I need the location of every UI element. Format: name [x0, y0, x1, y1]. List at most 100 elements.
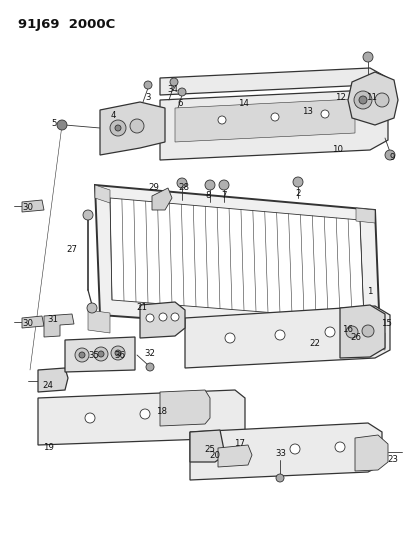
Text: 8: 8	[205, 190, 210, 199]
Text: 11: 11	[366, 93, 377, 101]
Text: 5: 5	[51, 119, 57, 128]
Circle shape	[140, 409, 150, 419]
Polygon shape	[185, 306, 389, 368]
Text: 1: 1	[366, 287, 372, 296]
Circle shape	[204, 180, 214, 190]
Circle shape	[320, 110, 328, 118]
Circle shape	[224, 333, 235, 343]
Circle shape	[57, 120, 67, 130]
Circle shape	[75, 348, 89, 362]
Polygon shape	[100, 102, 165, 155]
Circle shape	[361, 325, 373, 337]
Circle shape	[98, 351, 104, 357]
Text: 6: 6	[177, 99, 182, 108]
Circle shape	[83, 210, 93, 220]
Circle shape	[115, 125, 121, 131]
Text: 25: 25	[204, 446, 215, 455]
Text: 30: 30	[22, 204, 33, 213]
Polygon shape	[22, 316, 44, 328]
Circle shape	[111, 346, 125, 360]
Polygon shape	[347, 72, 397, 125]
Circle shape	[170, 78, 178, 86]
Polygon shape	[354, 435, 387, 471]
Circle shape	[358, 96, 366, 104]
Polygon shape	[175, 99, 354, 142]
Circle shape	[384, 150, 394, 160]
Circle shape	[79, 352, 85, 358]
Text: 13: 13	[302, 108, 313, 117]
Text: 28: 28	[178, 183, 189, 192]
Circle shape	[334, 442, 344, 452]
Circle shape	[146, 363, 154, 371]
Text: 10: 10	[332, 146, 343, 155]
Text: 16: 16	[342, 326, 353, 335]
Polygon shape	[339, 305, 384, 358]
Polygon shape	[159, 68, 387, 95]
Circle shape	[94, 347, 108, 361]
Circle shape	[324, 327, 334, 337]
Text: 35: 35	[88, 351, 99, 360]
Polygon shape	[95, 185, 379, 335]
Circle shape	[85, 413, 95, 423]
Text: 7: 7	[221, 190, 226, 199]
Text: 33: 33	[275, 448, 286, 457]
Polygon shape	[355, 208, 374, 223]
Text: 22: 22	[309, 338, 320, 348]
Circle shape	[171, 313, 178, 321]
Circle shape	[275, 474, 283, 482]
Circle shape	[274, 330, 284, 340]
Text: 27: 27	[66, 246, 77, 254]
Polygon shape	[152, 188, 171, 210]
Polygon shape	[190, 423, 381, 480]
Text: 23: 23	[387, 456, 398, 464]
Text: 26: 26	[350, 333, 361, 342]
Text: 4: 4	[110, 111, 116, 120]
Text: 18: 18	[156, 408, 167, 416]
Text: 2: 2	[294, 189, 300, 198]
Circle shape	[218, 180, 228, 190]
Polygon shape	[38, 368, 68, 392]
Polygon shape	[38, 390, 244, 445]
Text: 32: 32	[144, 349, 155, 358]
Text: 31: 31	[47, 314, 58, 324]
Circle shape	[144, 81, 152, 89]
Polygon shape	[44, 314, 74, 337]
Polygon shape	[65, 337, 135, 372]
Polygon shape	[95, 185, 110, 203]
Text: 15: 15	[380, 319, 392, 328]
Text: 34: 34	[167, 85, 178, 93]
Text: 3: 3	[145, 93, 150, 101]
Polygon shape	[88, 310, 110, 333]
Text: 21: 21	[136, 303, 147, 311]
Polygon shape	[110, 198, 363, 320]
Text: 36: 36	[114, 351, 125, 360]
Circle shape	[130, 119, 144, 133]
Polygon shape	[364, 330, 384, 350]
Text: 24: 24	[43, 381, 53, 390]
Text: 20: 20	[209, 450, 220, 459]
Polygon shape	[22, 200, 44, 212]
Text: 14: 14	[238, 100, 249, 109]
Circle shape	[374, 93, 388, 107]
Circle shape	[345, 326, 357, 338]
Circle shape	[178, 88, 185, 96]
Circle shape	[362, 52, 372, 62]
Circle shape	[271, 113, 278, 121]
Circle shape	[87, 303, 97, 313]
Polygon shape	[159, 390, 209, 426]
Circle shape	[218, 116, 225, 124]
Circle shape	[159, 313, 166, 321]
Text: 91J69  2000C: 91J69 2000C	[18, 18, 115, 31]
Circle shape	[289, 444, 299, 454]
Polygon shape	[190, 430, 224, 462]
Circle shape	[115, 350, 121, 356]
Circle shape	[353, 91, 371, 109]
Circle shape	[177, 178, 187, 188]
Text: 30: 30	[22, 319, 33, 327]
Circle shape	[146, 314, 154, 322]
Text: 17: 17	[234, 439, 245, 448]
Text: 9: 9	[388, 152, 394, 161]
Polygon shape	[159, 90, 387, 160]
Polygon shape	[218, 445, 252, 467]
Circle shape	[110, 120, 126, 136]
